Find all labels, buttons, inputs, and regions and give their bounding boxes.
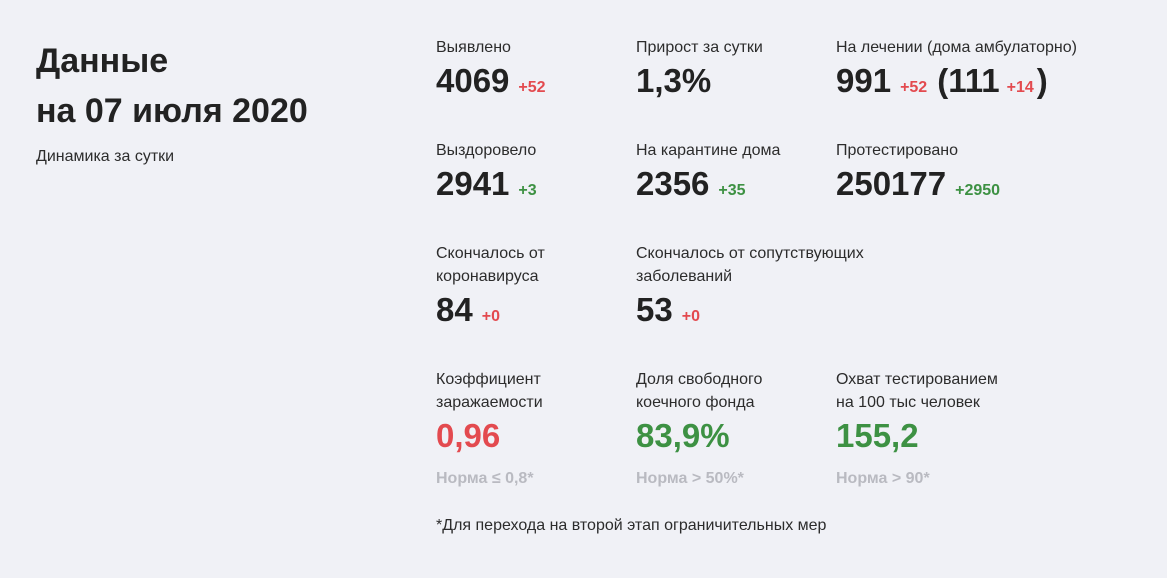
- label-line-1: Коэффициент: [436, 371, 541, 388]
- indicator-norm: Норма > 50%*: [636, 470, 744, 487]
- indicator-testing-coverage: Охват тестированием на 100 тыс человек 1…: [836, 368, 1116, 488]
- stat-value: 1,3%: [636, 62, 712, 99]
- stat-delta: +0: [481, 308, 500, 325]
- indicator-norm: Норма > 90*: [836, 470, 930, 487]
- label-line-2: на 100 тыс человек: [836, 394, 980, 411]
- stat-value: 250177: [836, 165, 947, 202]
- stat-home-quarantine: На карантине дома 2356 +35: [636, 139, 916, 203]
- page-title: Данные на 07 июля 2020: [36, 36, 308, 136]
- stat-value: 4069: [436, 62, 510, 99]
- open-paren: (: [937, 62, 949, 99]
- label-line-1: Скончалось от: [436, 245, 545, 262]
- stat-label: Скончалось от сопутствующих заболеваний: [636, 242, 916, 288]
- stat-delta: +52: [518, 79, 546, 96]
- stat-detected: Выявлено 4069 +52: [436, 36, 716, 100]
- stat-value: 53: [636, 291, 673, 328]
- label-line-2: заболеваний: [636, 268, 733, 285]
- page-subtitle: Динамика за сутки: [36, 148, 175, 165]
- indicator-value: 0,96: [436, 417, 501, 454]
- label-line-1: Скончалось от сопутствующих: [636, 245, 864, 262]
- stat-tested: Протестировано 250177 +2950: [836, 139, 1116, 203]
- stat-label: Выявлено: [436, 39, 511, 56]
- stat-recovered: Выздоровело 2941 +3: [436, 139, 716, 203]
- stat-label: На лечении (дома амбулаторно): [836, 39, 1077, 56]
- indicator-norm: Норма ≤ 0,8*: [436, 470, 534, 487]
- close-paren: ): [1036, 62, 1048, 99]
- footnote: *Для перехода на второй этап ограничител…: [436, 517, 827, 534]
- stat-in-treatment: На лечении (дома амбулаторно) 991 +52 ( …: [836, 36, 1156, 100]
- outpatient-delta: +14: [1006, 79, 1034, 96]
- outpatient-value: 111: [948, 62, 1000, 99]
- label-line-2: коечного фонда: [636, 394, 755, 411]
- stat-value: 991: [836, 62, 892, 99]
- stat-value: 2356: [636, 165, 710, 202]
- title-line-2: на 07 июля 2020: [36, 92, 308, 130]
- stat-daily-growth: Прирост за сутки 1,3%: [636, 36, 916, 100]
- stat-value: 84: [436, 291, 473, 328]
- indicator-free-beds: Доля свободного коечного фонда 83,9% Нор…: [636, 368, 916, 488]
- stat-delta: +2950: [955, 182, 1001, 199]
- stat-value: 2941: [436, 165, 510, 202]
- title-line-1: Данные: [36, 42, 169, 80]
- stat-delta: +0: [681, 308, 700, 325]
- stat-delta: +35: [718, 182, 746, 199]
- label-line-1: Охват тестированием: [836, 371, 998, 388]
- stat-label: Прирост за сутки: [636, 39, 763, 56]
- stat-label: Протестировано: [836, 142, 959, 159]
- label-line-1: Доля свободного: [636, 371, 763, 388]
- stat-label: Скончалось от коронавируса: [436, 242, 716, 288]
- stat-died-comorbid: Скончалось от сопутствующих заболеваний …: [636, 242, 916, 329]
- label-line-2: коронавируса: [436, 268, 539, 285]
- stat-label: На карантине дома: [636, 142, 781, 159]
- stat-label: Выздоровело: [436, 142, 537, 159]
- indicator-label: Коэффициент заражаемости: [436, 368, 716, 414]
- stat-delta: +52: [900, 79, 928, 96]
- indicator-label: Доля свободного коечного фонда: [636, 368, 916, 414]
- indicator-value: 155,2: [836, 417, 919, 454]
- indicator-label: Охват тестированием на 100 тыс человек: [836, 368, 1116, 414]
- indicator-infection-rate: Коэффициент заражаемости 0,96 Норма ≤ 0,…: [436, 368, 716, 488]
- indicator-value: 83,9%: [636, 417, 730, 454]
- label-line-2: заражаемости: [436, 394, 543, 411]
- stat-died-covid: Скончалось от коронавируса 84 +0: [436, 242, 716, 329]
- stat-delta: +3: [518, 182, 537, 199]
